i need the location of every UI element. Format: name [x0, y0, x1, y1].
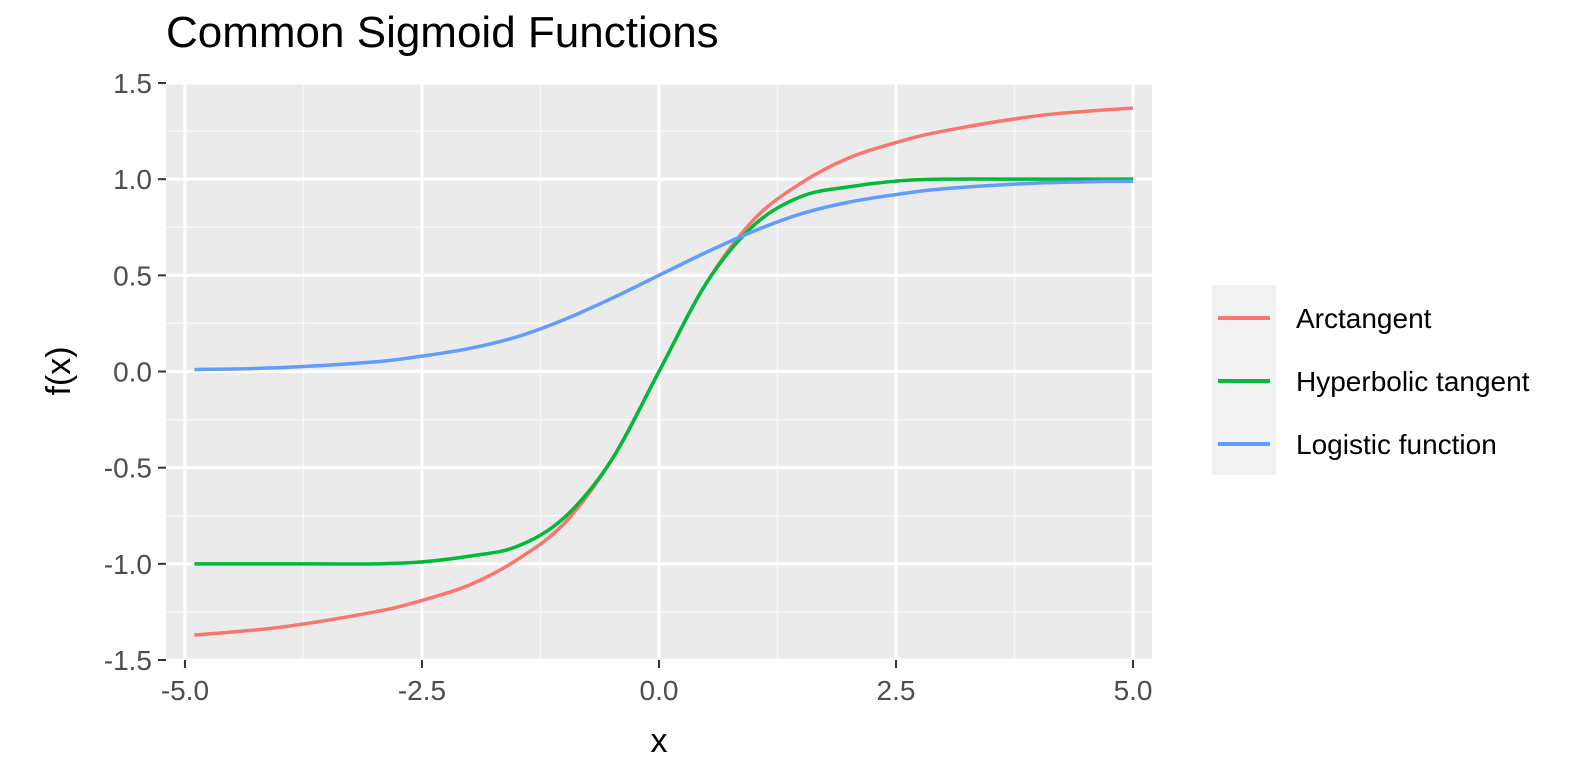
- y-tick-label: 1.5: [113, 68, 152, 99]
- x-axis: -5.0 -2.5 0.0 2.5 5.0: [161, 660, 1153, 706]
- series-line-logistic-function: [194, 179, 1134, 372]
- x-axis-label: x: [651, 722, 668, 760]
- x-tick-label: 2.5: [877, 675, 916, 706]
- y-tick-label: 1.0: [113, 164, 152, 195]
- series-lines: [194, 106, 1134, 637]
- legend: Arctangent Hyperbolic tangent Logistic fun…: [1212, 285, 1530, 475]
- y-tick-label: -0.5: [104, 453, 152, 484]
- major-grid: [166, 81, 1152, 662]
- legend-label-hyperbolic-tangent: Hyperbolic tangent: [1296, 366, 1530, 397]
- y-tick-label: -1.0: [104, 549, 152, 580]
- y-tick-label: 0.0: [113, 357, 152, 388]
- y-tick-label: -1.5: [104, 645, 152, 676]
- y-tick-label: 0.5: [113, 260, 152, 291]
- y-axis: -1.5 -1.0 -0.5 0.0 0.5 1.0 1.5: [104, 68, 166, 676]
- legend-label-logistic-function: Logistic function: [1296, 429, 1497, 460]
- x-tick-label: 5.0: [1114, 675, 1153, 706]
- chart-title: Common Sigmoid Functions: [166, 8, 719, 57]
- x-tick-label: -5.0: [161, 675, 209, 706]
- legend-label-arctangent: Arctangent: [1296, 303, 1432, 334]
- series-line-hyperbolic-tangent: [194, 177, 1134, 566]
- y-axis-label: f(x): [40, 346, 78, 395]
- x-tick-label: -2.5: [398, 675, 446, 706]
- x-tick-label: 0.0: [640, 675, 679, 706]
